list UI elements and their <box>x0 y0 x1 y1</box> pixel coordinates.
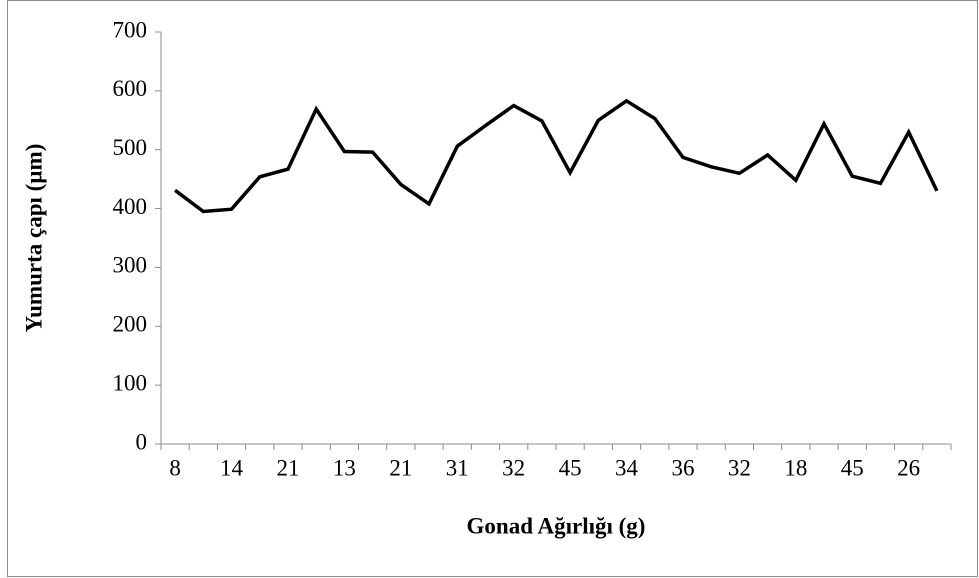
y-tick-label: 500 <box>113 135 148 160</box>
x-tick-label: 34 <box>615 455 639 480</box>
y-tick-label: 600 <box>113 76 148 101</box>
x-axis-title: Gonad Ağırlığı (g) <box>467 513 646 538</box>
y-tick-label: 400 <box>113 194 148 219</box>
x-tick-label: 45 <box>841 455 864 480</box>
x-tick-label: 13 <box>333 455 356 480</box>
x-tick-label: 14 <box>220 455 244 480</box>
x-tick-label: 32 <box>728 455 751 480</box>
y-tick-label: 300 <box>113 253 148 278</box>
x-tick-label: 45 <box>559 455 582 480</box>
x-tick-label: 32 <box>502 455 525 480</box>
y-tick-label: 200 <box>113 312 148 337</box>
x-tick-label: 18 <box>784 455 807 480</box>
x-tick-label: 8 <box>169 455 181 480</box>
x-tick-label: 26 <box>897 455 920 480</box>
x-tick-label: 21 <box>389 455 412 480</box>
y-tick-label: 100 <box>113 370 148 395</box>
x-tick-label: 31 <box>446 455 469 480</box>
y-axis-title: Yumurta çapı (µm) <box>21 144 46 333</box>
line <box>174 98 939 214</box>
x-tick-label: 21 <box>276 455 299 480</box>
y-tick-label: 0 <box>136 429 148 454</box>
x-tick-label: 36 <box>671 455 694 480</box>
chart-border <box>7 0 978 577</box>
y-tick-label: 700 <box>113 17 148 42</box>
